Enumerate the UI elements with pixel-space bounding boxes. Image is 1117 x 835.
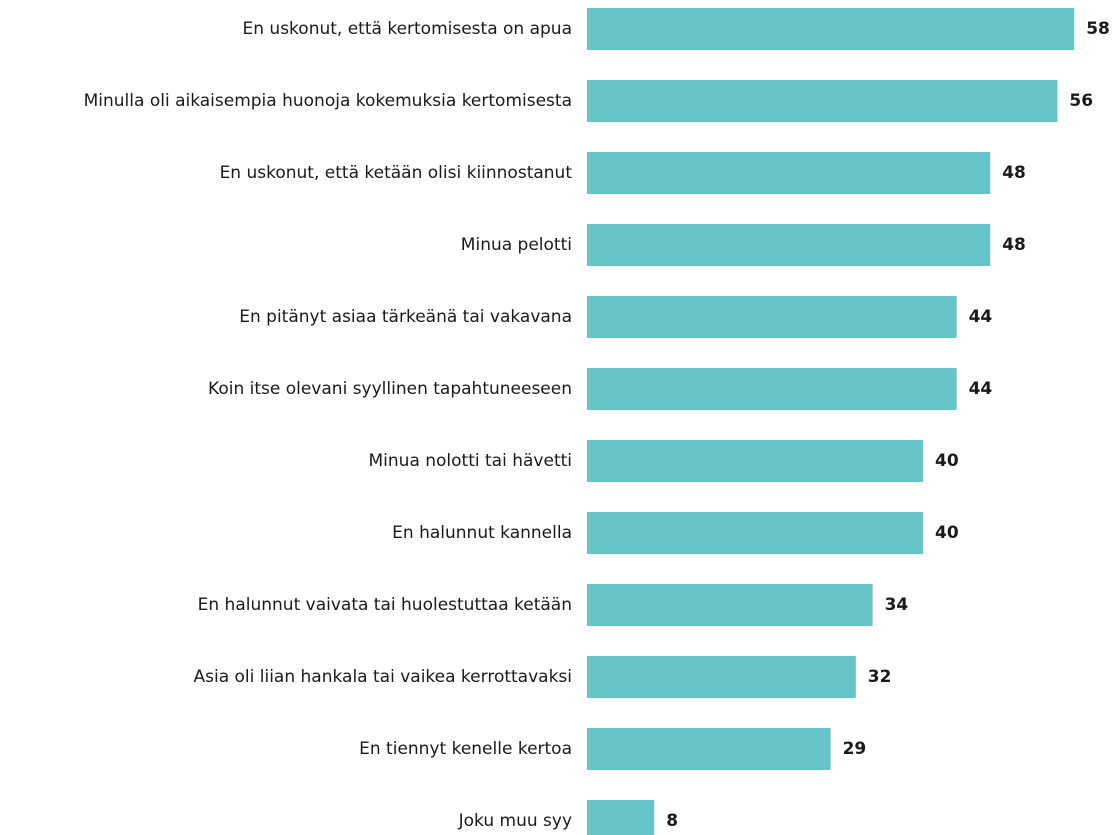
value-label: 44 xyxy=(969,307,993,327)
category-label: Koin itse olevani syyllinen tapahtuneese… xyxy=(208,379,572,399)
bar xyxy=(587,512,923,554)
value-label: 48 xyxy=(1002,163,1026,183)
value-label: 34 xyxy=(885,595,909,615)
value-label: 58 xyxy=(1086,19,1110,39)
bar xyxy=(587,728,831,770)
value-label: 40 xyxy=(935,523,959,543)
category-label: En tiennyt kenelle kertoa xyxy=(359,739,572,759)
category-label: Joku muu syy xyxy=(458,811,572,831)
bar xyxy=(587,152,991,194)
value-label: 32 xyxy=(868,667,892,687)
value-label: 48 xyxy=(1002,235,1026,255)
category-label: Asia oli liian hankala tai vaikea kerrot… xyxy=(193,667,572,687)
value-label: 40 xyxy=(935,451,959,471)
bar xyxy=(587,656,856,698)
category-label: En halunnut kannella xyxy=(392,523,572,543)
category-label: En uskonut, että kertomisesta on apua xyxy=(243,19,573,39)
value-label: 29 xyxy=(843,739,867,759)
bar xyxy=(587,80,1058,122)
category-label: En halunnut vaivata tai huolestuttaa ket… xyxy=(198,595,572,615)
category-label: En uskonut, että ketään olisi kiinnostan… xyxy=(220,163,573,183)
value-label: 8 xyxy=(666,811,678,831)
value-label: 44 xyxy=(969,379,993,399)
category-label: En pitänyt asiaa tärkeänä tai vakavana xyxy=(239,307,572,327)
bar xyxy=(587,224,991,266)
bar xyxy=(587,296,957,338)
category-label: Minua pelotti xyxy=(461,235,572,255)
bar xyxy=(587,368,957,410)
bar xyxy=(587,800,655,835)
bar xyxy=(587,440,923,482)
value-label: 56 xyxy=(1069,91,1093,111)
bar xyxy=(587,584,873,626)
category-label: Minulla oli aikaisempia huonoja kokemuks… xyxy=(84,91,572,111)
bar xyxy=(587,8,1075,50)
category-label: Minua nolotti tai hävetti xyxy=(369,451,573,471)
